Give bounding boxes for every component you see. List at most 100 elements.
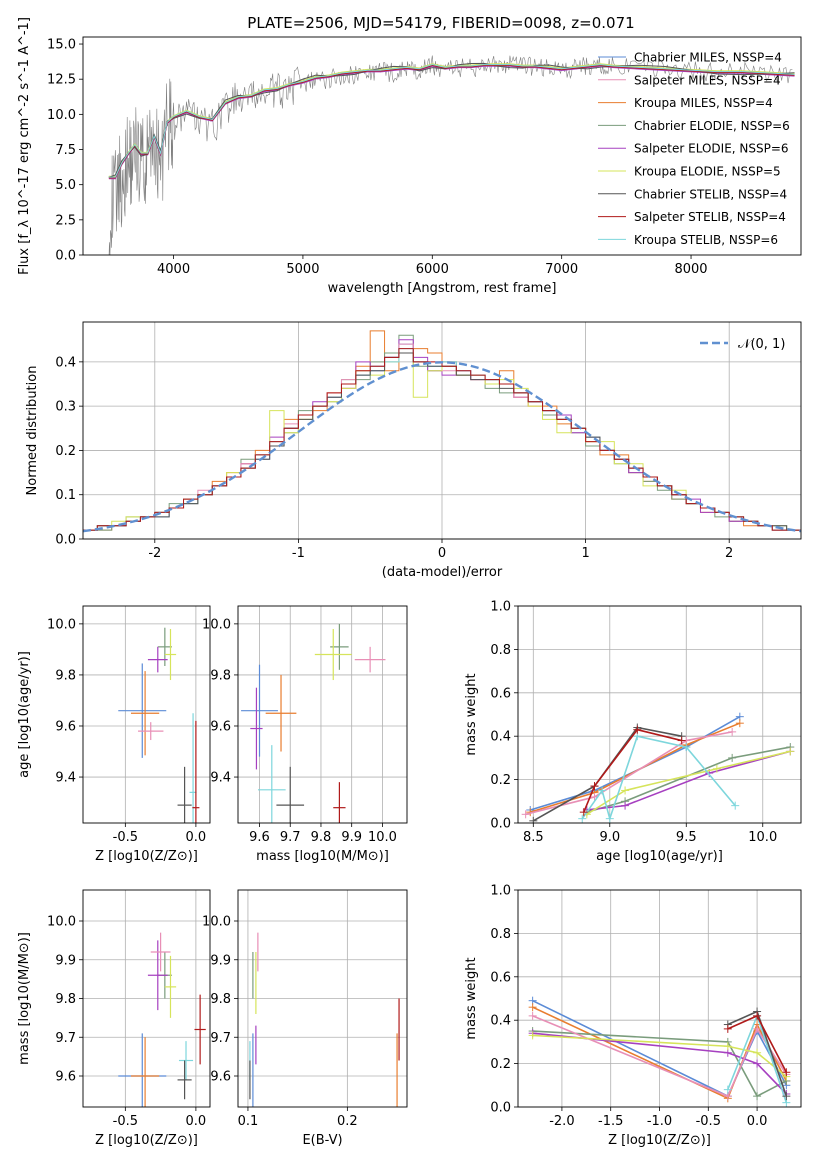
y-tick-label: 10.0: [202, 915, 231, 930]
x-tick-label: 6000: [416, 262, 449, 277]
weight-series: [521, 712, 795, 823]
y-axis-label: age [log10(age/yr)]: [17, 651, 32, 778]
x-axis-label: Z [log10(Z/Z⊙)]: [608, 1133, 711, 1148]
y-tick-label: 2.5: [55, 213, 76, 228]
y-tick-label: 9.6: [55, 719, 76, 734]
legend-entry: Salpeter MILES, NSSP=4: [634, 73, 781, 87]
weight-line: [586, 750, 791, 811]
x-axis-label: wavelength [Angstrom, rest frame]: [328, 281, 557, 296]
x-tick-label: 8.5: [523, 830, 544, 845]
y-tick-label: 10.0: [202, 617, 231, 632]
errorbars: [118, 932, 206, 1107]
spectrum-panel: 4000 5000 6000 7000 8000 0.0 2.5 5.0 7.5 10.0 12.5…: [17, 17, 802, 296]
y-tick-label: 7.5: [55, 143, 76, 158]
age-vs-mass-panel: 9.6 9.7 9.8 9.9 10.0 9.4 9.6 9.8 10.0 mass [log10…: [202, 605, 408, 864]
plot-frame: [82, 321, 802, 540]
x-tick-label: 9.9: [341, 830, 362, 845]
weight-line: [581, 735, 736, 822]
x-tick-label: 0: [438, 546, 446, 561]
weight-vs-Z-panel: -2.0 -1.5 -1.0 -0.5 0.0 0.0 0.2 0.4 0.6 0.8 1.0 Z […: [464, 884, 802, 1148]
x-axis-label: Z [log10(Z/Z⊙)]: [95, 849, 198, 864]
legend-entry: Kroupa ELODIE, NSSP=5: [634, 165, 781, 179]
x-tick-label: 2: [725, 546, 733, 561]
grid: [238, 890, 407, 1107]
y-tick-label: 0.8: [490, 643, 511, 658]
plot-frame: [82, 36, 802, 256]
x-tick-label: 0.0: [186, 830, 207, 845]
normal-curve: [83, 361, 801, 533]
weight-line: [532, 1034, 787, 1078]
y-tick-label: 1.0: [490, 884, 511, 899]
y-tick-label: 0.2: [490, 1057, 511, 1072]
y-tick-label: 1.0: [490, 600, 511, 615]
x-tick-label: 4000: [157, 262, 190, 277]
legend-entry: Salpeter ELODIE, NSSP=6: [634, 142, 789, 156]
y-tick-label: 9.7: [210, 1031, 231, 1046]
age-vs-Z-panel: -0.5 0.0 9.4 9.6 9.8 10.0 Z [log10(Z/Z⊙)] age […: [17, 605, 211, 864]
x-tick-label: -0.5: [696, 1114, 721, 1129]
x-tick-label: 5000: [286, 262, 319, 277]
weight-line: [532, 1030, 787, 1098]
y-tick-label: 9.8: [55, 668, 76, 683]
y-tick-label: 9.6: [55, 1070, 76, 1085]
y-tick-label: 0.2: [490, 773, 511, 788]
legend-entry: Chabrier STELIB, NSSP=4: [634, 187, 787, 201]
errorbars: [241, 623, 386, 823]
x-tick-label: 0.1: [238, 1114, 259, 1129]
x-tick-label: 9.7: [280, 830, 301, 845]
y-tick-label: 9.4: [210, 771, 231, 786]
x-tick-label: -0.5: [113, 830, 138, 845]
x-tick-label: -1.5: [598, 1114, 623, 1129]
x-axis-label: Z [log10(Z/Z⊙)]: [95, 1133, 198, 1148]
weight-vs-age-panel: 8.5 9.0 9.5 10.0 0.0 0.2 0.4 0.6 0.8 1.0 age [log1…: [464, 600, 802, 864]
figure-title: PLATE=2506, MJD=54179, FIBERID=0098, z=0…: [247, 14, 634, 32]
mass-vs-Z-panel: -0.5 0.0 9.6 9.7 9.8 9.9 10.0 Z [log10(Z/Z⊙)] ma…: [17, 889, 211, 1148]
y-tick-label: 0.3: [55, 400, 76, 415]
weight-line: [532, 1032, 787, 1095]
y-tick-label: 12.5: [47, 73, 76, 88]
y-axis-label: Normed distribution: [25, 366, 40, 496]
x-tick-label: -1: [292, 546, 305, 561]
y-tick-label: 0.6: [490, 970, 511, 985]
x-tick-label: -2: [148, 546, 161, 561]
y-tick-label: 9.4: [55, 771, 76, 786]
plot-frame: [517, 605, 802, 824]
spectrum-legend: Chabrier MILES, NSSP=4 Salpeter MILES, NS…: [598, 51, 790, 247]
y-tick-label: 0.8: [490, 927, 511, 942]
x-axis-label: age [log10(age/yr)]: [596, 849, 723, 864]
y-tick-label: 10.0: [47, 617, 76, 632]
y-axis-label: mass weight: [464, 957, 479, 1039]
y-tick-label: 0.4: [490, 1014, 511, 1029]
x-tick-label: 9.5: [676, 830, 697, 845]
mass-vs-EBV-panel: 0.1 0.2 9.6 9.7 9.8 9.9 10.0 E(B-V): [202, 889, 408, 1148]
y-tick-label: 0.4: [490, 730, 511, 745]
x-tick-label: 9.6: [249, 830, 270, 845]
model-fit-line: [108, 64, 795, 178]
y-tick-label: 0.6: [490, 686, 511, 701]
y-axis-label: mass [log10(M/M⊙)]: [17, 932, 32, 1065]
legend-entry: 𝒩(0, 1): [738, 337, 785, 352]
histogram-series: [83, 330, 801, 533]
y-tick-label: 10.0: [47, 915, 76, 930]
y-tick-label: 9.8: [210, 992, 231, 1007]
y-tick-label: 9.9: [210, 953, 231, 968]
plot-frame: [237, 889, 408, 1108]
x-tick-label: 1: [581, 546, 589, 561]
legend-entry: Chabrier MILES, NSSP=4: [634, 51, 782, 65]
x-tick-label: 7000: [545, 262, 578, 277]
x-axis-label: E(B-V): [302, 1133, 342, 1148]
x-tick-label: 10.0: [368, 830, 397, 845]
x-tick-label: 9.0: [599, 830, 620, 845]
y-tick-label: 9.9: [55, 953, 76, 968]
legend-entry: Kroupa STELIB, NSSP=6: [634, 233, 778, 247]
legend-entry: Chabrier ELODIE, NSSP=6: [634, 119, 790, 133]
plot-frame: [237, 605, 408, 824]
x-axis-label: mass [log10(M/M⊙)]: [256, 849, 389, 864]
y-tick-label: 0.0: [490, 817, 511, 832]
legend-entry: Kroupa MILES, NSSP=4: [634, 96, 773, 110]
y-tick-label: 9.8: [210, 668, 231, 683]
y-tick-label: 15.0: [47, 38, 76, 53]
y-tick-label: 0.4: [55, 355, 76, 370]
weight-series: [528, 996, 791, 1107]
